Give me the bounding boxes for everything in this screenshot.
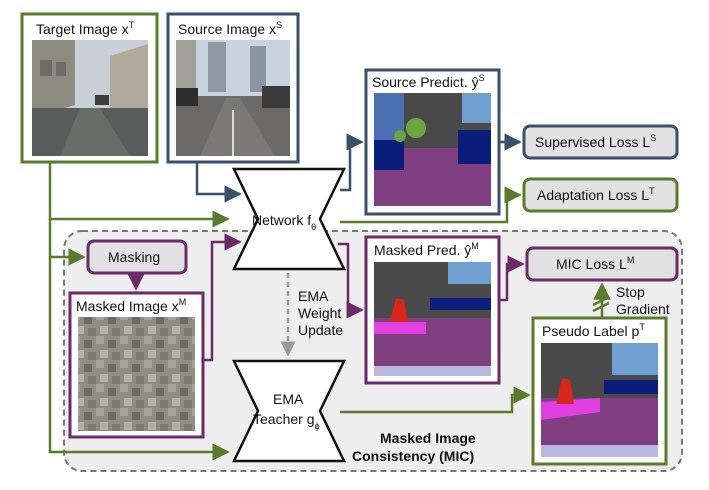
ema-teacher-line1: EMA [273, 391, 304, 407]
ema-update-line3: Update [298, 322, 343, 338]
edge-masked-pred-to-mic-loss [499, 255, 525, 302]
pseudo-label-label: Pseudo Label pT [542, 322, 645, 339]
source-image-photo [176, 40, 290, 156]
ema-teacher-line2: Teacher gϕ [253, 411, 320, 431]
ema-update-note: EMA Weight Update [298, 288, 343, 338]
source-prediction-segmap [374, 93, 491, 206]
target-image-label: Target Image xT [36, 20, 135, 37]
target-image-node: Target Image xT [20, 12, 159, 164]
target-image-photo [32, 40, 148, 156]
edge-network-to-source-pred [340, 133, 364, 192]
masking-node: Masking [86, 239, 188, 275]
edge-target-to-ema-teacher [48, 257, 230, 461]
source-image-label: Source Image xS [178, 20, 282, 37]
edge-ema-teacher-to-pseudo-label [340, 386, 531, 414]
pseudo-label-node: Pseudo Label pT [531, 316, 668, 466]
supervised-loss-node: Supervised Loss LS [522, 124, 679, 160]
masking-label: Masking [108, 249, 160, 265]
edge-network-to-adaptation-loss [340, 186, 522, 224]
ema-update-line2: Weight [298, 305, 341, 321]
masked-image-node: Masked Image xM [68, 291, 205, 439]
masked-prediction-node: Masked Pred. ŷM [364, 235, 501, 385]
masked-prediction-label: Masked Pred. ŷM [374, 241, 479, 258]
edge-masked-image-to-network [203, 233, 242, 362]
stop-gradient-mark-1 [592, 295, 610, 307]
masked-image-label: Masked Image xM [76, 297, 186, 314]
masked-image-photo [78, 317, 195, 431]
mic-caption-line1: Masked Image [380, 430, 476, 446]
stop-gradient-line2: Gradient [616, 301, 670, 317]
masked-prediction-segmap [374, 262, 491, 376]
source-image-node: Source Image xS [166, 12, 300, 164]
stop-gradient-note: Stop Gradient [616, 284, 670, 317]
adaptation-loss-label: Adaptation Loss LT [537, 186, 655, 203]
edge-target-to-network [48, 162, 230, 228]
mic-loss-node: MIC Loss LM [525, 246, 679, 282]
ema-update-line1: EMA [298, 288, 329, 304]
source-prediction-node: Source Predict. ŷS [364, 68, 501, 216]
edge-source-to-network [195, 162, 242, 203]
mic-region-caption: Masked Image Consistency (MIC) [352, 430, 476, 464]
supervised-loss-label: Supervised Loss LS [535, 133, 656, 150]
adaptation-loss-node: Adaptation Loss LT [522, 177, 679, 213]
mic-loss-label: MIC Loss LM [556, 255, 634, 272]
network-label: Network fθ [252, 212, 316, 232]
stop-gradient-line1: Stop [616, 284, 645, 300]
edge-network-to-masked-pred [338, 242, 364, 319]
stop-gradient-mark-2 [592, 301, 610, 313]
ema-teacher-node: EMA Teacher gϕ [232, 359, 346, 463]
mic-caption-line2: Consistency (MIC) [352, 448, 474, 464]
source-prediction-label: Source Predict. ŷS [372, 73, 485, 90]
edges [48, 133, 611, 461]
pseudo-label-segmap [541, 343, 658, 457]
network-node: Network fθ [232, 167, 346, 271]
